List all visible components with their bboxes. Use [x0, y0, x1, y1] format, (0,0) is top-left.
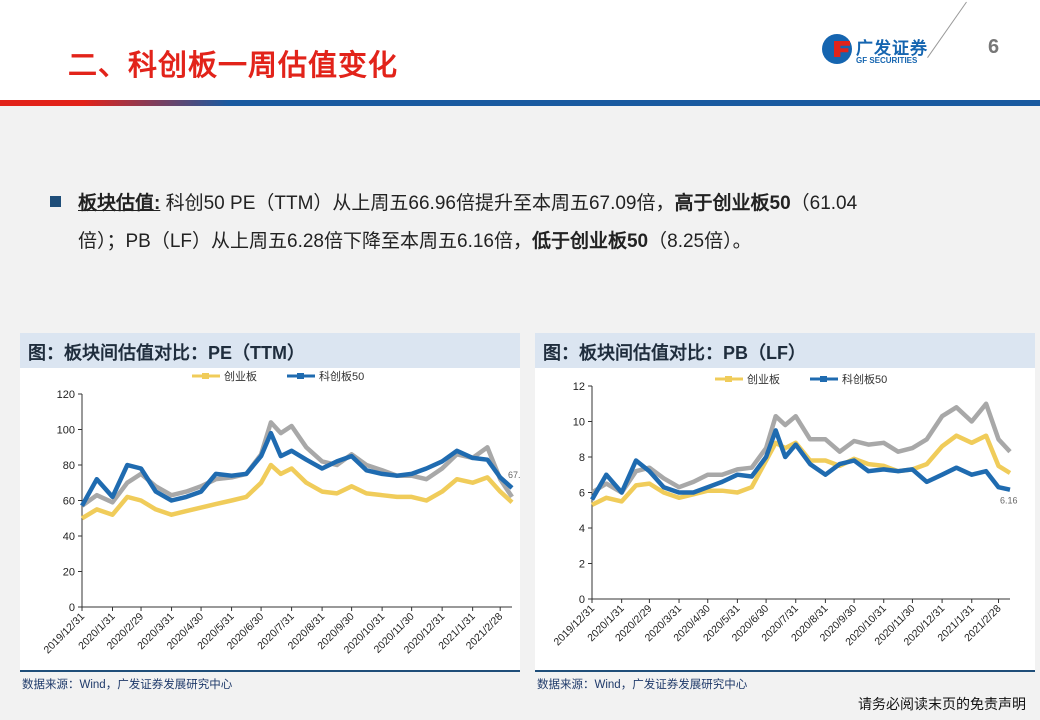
bullet-line-1: 板块估值: 科创50 PE（TTM）从上周五66.96倍提升至本周五67.09倍… — [78, 190, 857, 218]
end-value-label: 6.16 — [1000, 496, 1018, 506]
text-segment: （8.25倍）。 — [648, 231, 752, 252]
legend-label: 科创板50 — [319, 369, 364, 383]
series-line-创业板 — [80, 462, 514, 521]
y-tick-label: 40 — [63, 531, 75, 543]
y-tick-label: 6 — [579, 488, 585, 500]
disclaimer-footer: 请务必阅读末页的免责声明 — [858, 697, 1026, 713]
text-segment: 倍）；PB（LF）从上周五6.28倍下降至本周五6.16倍， — [78, 231, 532, 252]
y-tick-label: 8 — [579, 452, 585, 464]
y-tick-label: 12 — [573, 381, 585, 393]
text-segment: 高于创业板50 — [674, 193, 791, 214]
series-line-科创板50 — [590, 428, 1011, 501]
gf-securities-logo: 广发证券 GF SECURITIES — [822, 34, 942, 68]
y-tick-label: 0 — [69, 602, 75, 614]
end-value-label: 67.09 — [508, 470, 520, 480]
slide-header: 二、科创板一周估值变化 广发证券 GF SECURITIES 6 — [0, 0, 1040, 100]
y-tick-label: 2 — [579, 559, 585, 571]
legend-label: 创业板 — [224, 369, 257, 383]
legend-label: 创业板 — [747, 372, 780, 386]
series-line-科创板50 — [80, 430, 514, 507]
y-tick-label: 120 — [57, 389, 75, 401]
chart-title: 图：板块间估值对比：PE（TTM） — [20, 333, 520, 368]
y-tick-label: 60 — [63, 496, 75, 508]
pe-chart: 0204060801001202019/12/312020/1/312020/2… — [41, 369, 520, 657]
page-title: 二、科创板一周估值变化 — [68, 50, 399, 82]
chart-source: 数据来源：Wind，广发证券发展研究中心 — [20, 670, 520, 696]
bullet-line-2: 倍）；PB（LF）从上周五6.28倍下降至本周五6.16倍，低于创业板50（8.… — [78, 228, 752, 256]
header-divider-bar — [0, 100, 1040, 106]
legend-marker — [820, 376, 827, 382]
text-segment: 低于创业板50 — [531, 231, 649, 252]
y-tick-label: 100 — [57, 425, 75, 437]
y-tick-label: 80 — [63, 460, 75, 472]
text-segment: 科创50 PE（TTM）从上周五66.96倍提升至本周五67.09倍， — [160, 193, 675, 214]
x-tick-label: 2019/12/31 — [41, 611, 87, 657]
series-line-unnamed — [80, 420, 514, 508]
y-tick-label: 10 — [573, 417, 585, 429]
divider-slash — [927, 1, 967, 58]
text-segment: 板块估值: — [78, 193, 161, 214]
pb-chart-panel: 图：板块间估值对比：PB（LF） 0 2 4 6 8 10 12 2019/12/31 2020… — [535, 333, 1035, 696]
chart-source: 数据来源：Wind，广发证券发展研究中心 — [535, 670, 1035, 696]
pb-chart: 0246810122019/12/312020/1/312020/2/29202… — [551, 372, 1018, 648]
text-segment: （61.04 — [790, 193, 858, 214]
logo-cn: 广发证券 — [856, 39, 928, 58]
y-tick-label: 0 — [579, 594, 585, 606]
legend-label: 科创板50 — [842, 372, 887, 386]
bullet-square-icon — [50, 196, 61, 207]
page-number: 6 — [988, 36, 1000, 58]
legend-marker — [725, 376, 732, 382]
pe-chart-panel: 图：板块间估值对比：PE（TTM） 0 20 40 60 80 100 120 2019/12… — [20, 333, 520, 696]
chart-title: 图：板块间估值对比：PB（LF） — [535, 333, 1035, 368]
logo-en: GF SECURITIES — [856, 56, 918, 65]
y-tick-label: 4 — [579, 523, 585, 535]
logo-mark-icon — [822, 34, 852, 64]
legend-marker — [202, 373, 209, 379]
y-tick-label: 20 — [63, 567, 75, 579]
series-line-unnamed — [590, 401, 1012, 495]
legend-marker — [297, 373, 304, 379]
